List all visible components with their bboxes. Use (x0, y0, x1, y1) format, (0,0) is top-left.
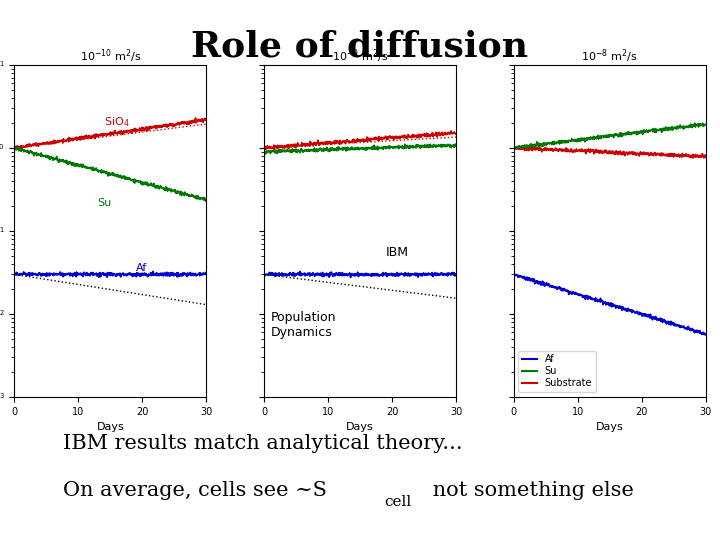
Text: Population
Dynamics: Population Dynamics (271, 310, 336, 339)
X-axis label: Days: Days (96, 422, 125, 433)
Text: IBM: IBM (386, 246, 409, 259)
Text: Role of diffusion: Role of diffusion (192, 30, 528, 64)
X-axis label: Days: Days (595, 422, 624, 433)
Text: Af: Af (136, 263, 148, 273)
Title: $10^{-10}$ m$^2$/s: $10^{-10}$ m$^2$/s (79, 47, 141, 65)
Text: Su: Su (98, 198, 112, 208)
Legend: Af, Su, Substrate: Af, Su, Substrate (518, 350, 596, 392)
X-axis label: Days: Days (346, 422, 374, 433)
Title: $10^{-9}$ m$^2$/s: $10^{-9}$ m$^2$/s (332, 47, 388, 65)
Text: not something else: not something else (426, 481, 634, 500)
Text: cell: cell (384, 495, 411, 509)
Text: SiO$_4$: SiO$_4$ (104, 114, 130, 129)
Text: On average, cells see ~S: On average, cells see ~S (63, 481, 327, 500)
Title: $10^{-8}$ m$^2$/s: $10^{-8}$ m$^2$/s (581, 47, 638, 65)
Text: IBM results match analytical theory...: IBM results match analytical theory... (63, 434, 462, 453)
